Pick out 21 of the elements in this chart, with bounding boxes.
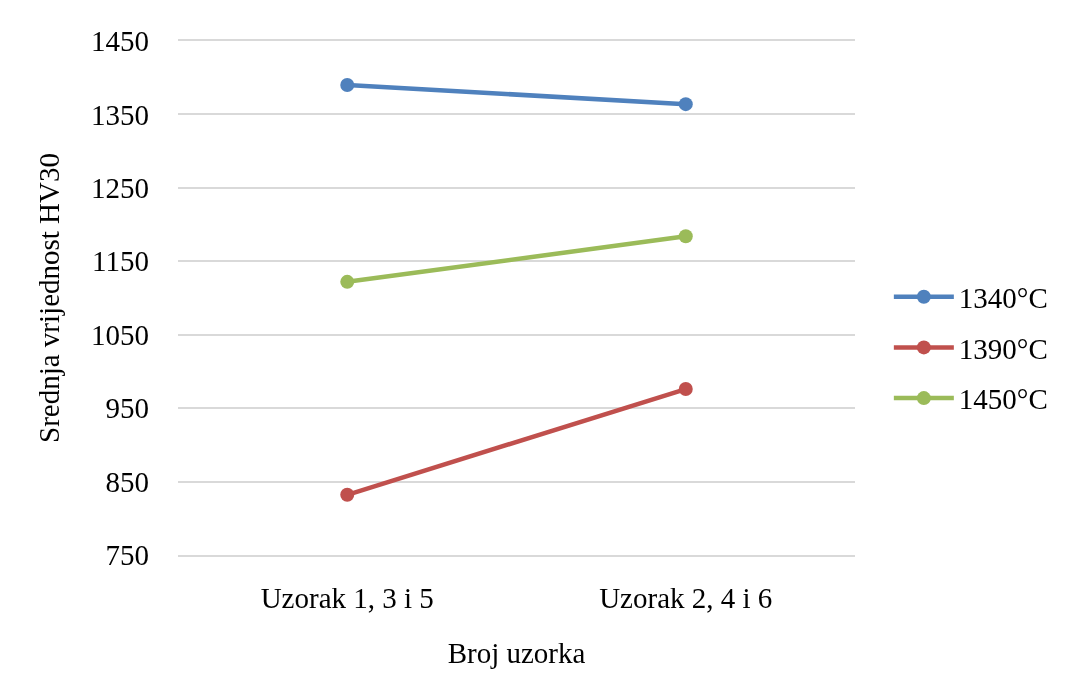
point <box>678 229 693 244</box>
legend-label: 1450°C <box>958 383 1048 416</box>
y-tick-label: 850 <box>105 465 149 498</box>
y-tick-label: 950 <box>105 392 149 425</box>
y-tick-label: 1250 <box>91 172 149 205</box>
x-axis-title: Broj uzorka <box>447 636 586 669</box>
y-tick-label: 1050 <box>91 318 149 351</box>
y-axis-title: Srednja vrijednost HV30 <box>33 153 66 443</box>
point <box>678 97 693 112</box>
x-tick-label: Uzorak 1, 3 i 5 <box>260 581 434 614</box>
x-tick-label: Uzorak 2, 4 i 6 <box>599 581 773 614</box>
legend-label: 1390°C <box>958 332 1048 365</box>
y-tick-label: 750 <box>105 539 149 572</box>
point <box>340 487 355 502</box>
y-tick-label: 1150 <box>92 245 149 278</box>
point <box>340 78 355 93</box>
y-tick-label: 1450 <box>91 25 149 58</box>
y-tick-label: 1350 <box>91 98 149 131</box>
point <box>340 274 355 289</box>
point <box>678 382 693 397</box>
legend-label: 1340°C <box>958 282 1048 315</box>
